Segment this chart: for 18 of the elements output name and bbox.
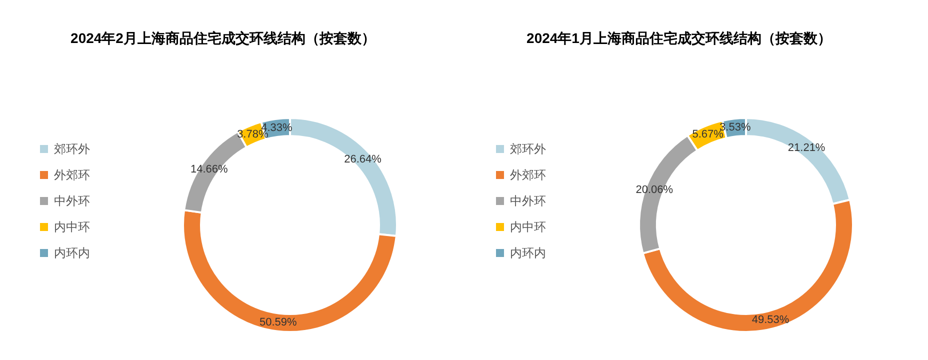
chart-title: 2024年2月上海商品住宅成交环线结构（按套数） — [70, 30, 376, 48]
legend-label: 外郊环 — [510, 167, 546, 184]
legend-label: 中外环 — [510, 193, 546, 210]
data-label: 5.67% — [692, 128, 724, 141]
data-label: 49.53% — [752, 314, 790, 326]
legend-label: 内中环 — [54, 219, 90, 236]
legend-label: 内环内 — [510, 245, 546, 262]
legend-label: 郊环外 — [510, 141, 546, 158]
data-label: 21.21% — [788, 142, 826, 154]
legend-label: 内中环 — [510, 219, 546, 236]
legend-label: 外郊环 — [54, 167, 90, 184]
legend-label: 郊环外 — [54, 141, 90, 158]
legend-label: 中外环 — [54, 193, 90, 210]
legend-label: 内环内 — [54, 245, 90, 262]
chart-title: 2024年1月上海商品住宅成交环线结构（按套数） — [526, 30, 832, 48]
data-label: 50.59% — [259, 316, 297, 328]
data-label: 20.06% — [636, 184, 674, 196]
data-label: 26.64% — [344, 153, 382, 166]
